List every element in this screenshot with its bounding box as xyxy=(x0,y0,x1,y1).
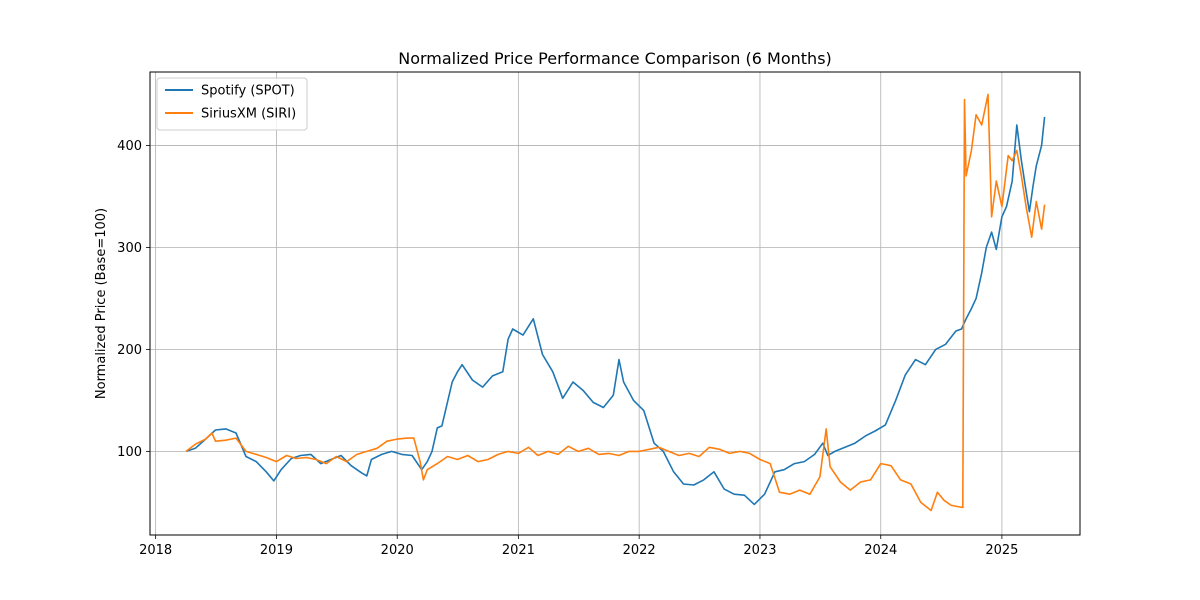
x-tick-label: 2024 xyxy=(864,543,897,558)
chart-title: Normalized Price Performance Comparison … xyxy=(398,49,832,68)
legend-label: SiriusXM (SIRI) xyxy=(201,107,296,122)
series-line-0 xyxy=(185,116,1046,506)
legend: Spotify (SPOT) SiriusXM (SIRI) xyxy=(156,77,308,131)
y-tick-label: 400 xyxy=(117,139,142,154)
y-tick-label: 300 xyxy=(117,241,142,256)
x-tick-label: 2023 xyxy=(743,543,776,558)
legend-label: Spotify (SPOT) xyxy=(201,84,295,99)
x-tick-label: 2022 xyxy=(623,543,656,558)
x-axis: 2018 2019 2020 2021 2022 2023 2024 2025 xyxy=(139,535,1018,558)
grid-lines xyxy=(150,72,1080,535)
x-tick-label: 2018 xyxy=(139,543,172,558)
y-tick-label: 200 xyxy=(117,343,142,358)
x-tick-label: 2021 xyxy=(502,543,535,558)
y-tick-label: 100 xyxy=(117,445,142,460)
legend-box xyxy=(156,77,308,131)
y-axis: 100 200 300 400 xyxy=(117,139,150,460)
x-tick-label: 2025 xyxy=(985,543,1018,558)
series-lines xyxy=(185,93,1046,512)
series-line-1 xyxy=(185,93,1046,512)
x-tick-label: 2020 xyxy=(381,543,414,558)
x-tick-label: 2019 xyxy=(260,543,293,558)
y-axis-label: Normalized Price (Base=100) xyxy=(94,208,109,399)
plot-frame xyxy=(149,71,1081,536)
